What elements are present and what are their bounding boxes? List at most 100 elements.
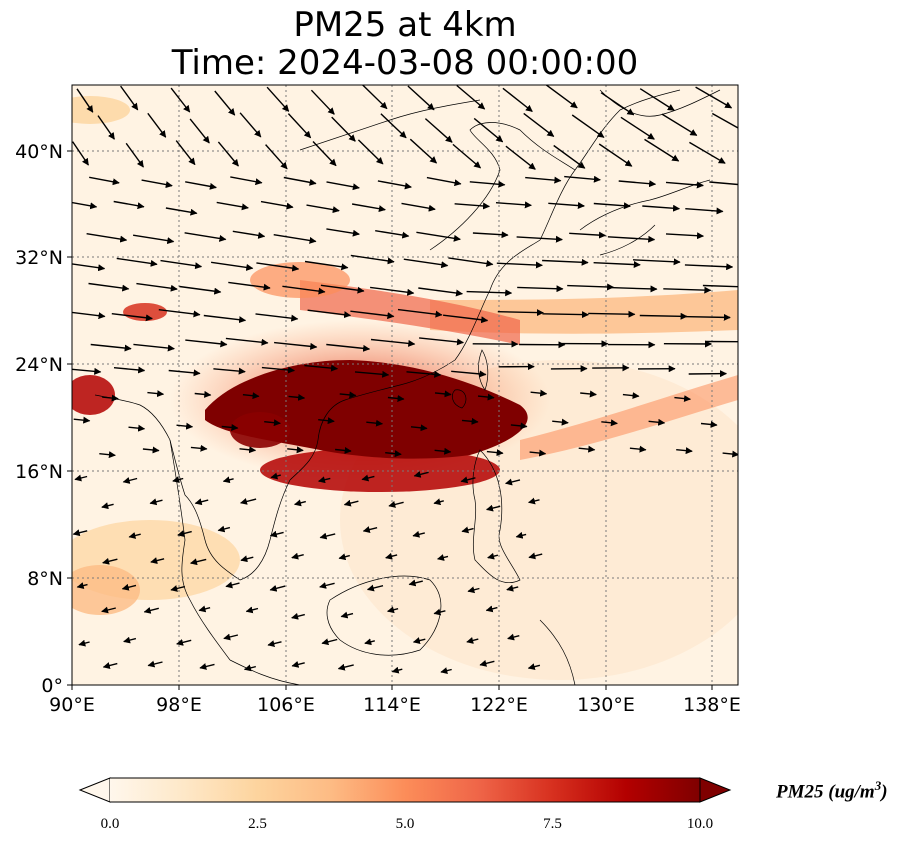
colorbar-title-main: PM25 (ug/m [776,781,875,803]
wind-arrow [448,257,494,267]
wind-arrow [674,395,691,403]
wind-arrow [648,418,666,426]
lat-tick-label: 8°N [27,568,63,590]
wind-arrow [113,366,146,374]
wind-arrow [351,203,386,213]
wind-arrow [515,531,527,539]
wind-arrow [260,200,294,210]
wind-arrow [274,341,318,350]
wind-arrow [176,638,192,646]
colorbar-tick-label: 10.0 [687,816,713,832]
wind-arrow [283,176,317,186]
wind-arrow [412,530,425,538]
wind-arrow [242,392,260,400]
wind-arrow [529,449,547,457]
wind-arrow [362,526,378,533]
colorbar-title: PM25 (ug/m3) [776,778,888,803]
wind-arrow [622,392,640,400]
wind-arrow [165,207,198,216]
pm25-field [72,85,738,685]
wind-arrow [434,390,452,398]
wind-arrow [433,608,446,616]
wind-arrow [377,180,412,190]
wind-arrow [175,140,196,166]
wind-arrow [73,416,91,424]
wind-arrow [418,287,463,297]
wind-arrow [665,232,704,240]
wind-arrow [101,606,116,614]
wind-arrow [184,232,227,242]
wind-arrow [217,525,231,533]
wind-arrow [629,445,647,453]
wind-arrow [542,311,589,319]
wind-arrow [661,113,698,136]
wind-arrow [700,420,718,428]
colorbar-tick-label: 2.5 [248,816,267,832]
wind-arrow [240,498,257,505]
wind-arrow [385,552,398,560]
wind-arrow [403,258,449,269]
wind-arrow [72,311,106,320]
wind-arrow [102,394,119,402]
wind-arrow [158,309,201,318]
lat-tick-label: 16°N [15,461,63,483]
wind-arrow [266,86,290,112]
wind-arrow [170,585,186,592]
colorbar-title-end: ) [881,781,888,803]
wind-vectors [72,85,738,675]
wind-arrow [264,419,281,427]
wind-arrow [225,337,269,346]
wind-arrow [335,446,352,454]
wind-arrow [443,314,489,324]
wind-arrow [433,498,444,506]
wind-arrow [189,118,210,144]
wind-arrow [528,497,540,505]
wind-arrow [230,176,263,186]
wind-arrow [304,260,349,271]
wind-arrow [564,175,601,183]
wind-arrow [391,666,403,674]
lat-tick-label: 40°N [15,141,63,163]
wind-arrow [354,370,390,378]
wind-arrow [527,663,541,671]
colorbar-title-exponent: 3 [874,778,882,793]
wind-arrow [265,144,288,170]
axis-ticks [67,150,713,690]
wind-arrow [326,343,371,352]
wind-arrow [72,201,98,210]
wind-arrow [375,230,410,239]
wind-arrow [607,235,656,243]
wind-arrow [401,202,436,212]
wind-arrow [282,285,326,295]
wind-arrow [288,393,306,401]
wind-arrow [639,312,688,320]
wind-arrow [397,308,443,318]
wind-arrow [361,85,388,110]
wind-arrow [461,526,474,534]
wind-arrow [306,204,340,214]
wind-arrow [76,582,88,589]
wind-arrow [337,663,354,671]
wind-arrow [709,181,738,186]
wind-arrow [331,116,356,142]
wind-arrow [116,257,158,267]
wind-arrow [88,282,130,292]
wind-arrow [198,605,211,613]
wind-arrow [147,660,163,668]
wind-arrow [387,606,399,614]
wind-arrow [99,451,116,459]
wind-arrow [128,424,146,432]
wind-arrow [318,476,331,484]
lon-tick-label: 122°E [470,694,528,716]
wind-arrow [502,87,533,113]
colorbar-extend-max [699,777,732,803]
wind-arrow [170,87,191,113]
wind-arrow [644,138,680,162]
wind-arrow [357,139,384,165]
wind-arrow [419,337,464,346]
lon-tick-label: 114°E [363,694,421,716]
wind-arrow [326,228,360,237]
wind-arrow [437,554,449,561]
wind-arrow [190,444,208,452]
